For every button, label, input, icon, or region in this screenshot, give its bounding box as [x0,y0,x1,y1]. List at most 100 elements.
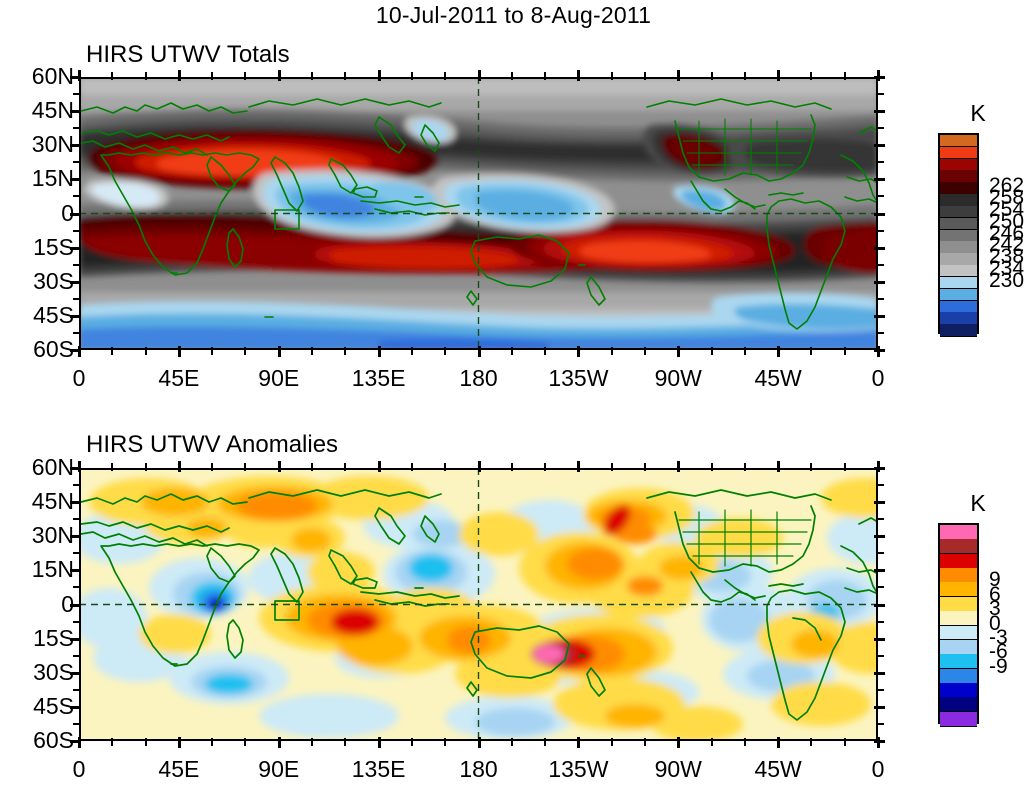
x-tick-anomalies-0 [78,737,81,748]
colorbar-swatch-totals-12 [940,276,977,290]
colorbar-swatch-totals-0 [940,135,977,148]
colorbar-swatch-totals-8 [940,229,977,242]
x-tick-top-anomalies-1 [177,461,181,472]
x-minor-tick-top-totals-1 [111,72,114,80]
y-minor-tick-totals-5 [73,161,81,164]
x-minor-tick-totals-8 [344,347,347,355]
colorbar-swatch-totals-5 [940,194,977,207]
x-minor-tick-top-totals-2 [144,72,147,80]
x-tick-label-totals-2: 90E [258,365,300,391]
y-tick-label-anomalies-0: 60N [31,454,74,480]
x-minor-tick-top-anomalies-2 [144,463,147,471]
y-minor-tick-right-anomalies-13 [876,688,884,691]
x-minor-tick-top-anomalies-7 [311,463,314,471]
x-tick-top-totals-4 [477,70,481,81]
colorbar-label-totals-2: 254 [989,197,1025,221]
y-minor-tick-right-totals-9 [876,229,884,232]
x-minor-tick-totals-22 [810,347,813,355]
x-minor-tick-anomalies-17 [643,738,646,746]
x-minor-tick-anomalies-8 [344,738,347,746]
x-minor-tick-totals-10 [410,347,413,355]
y-tick-right-totals-2 [874,110,885,114]
y-minor-tick-right-anomalies-11 [876,654,884,657]
colorbar-swatch-anomalies-13 [940,711,977,727]
x-minor-tick-top-totals-8 [344,72,347,80]
x-minor-tick-top-anomalies-13 [510,463,513,471]
y-minor-tick-totals-3 [73,127,81,130]
colorbar-label-anomalies-0: 9 [989,568,1001,592]
x-minor-tick-top-totals-23 [843,72,846,80]
x-tick-anomalies-8 [877,737,880,748]
colorbar-swatch-anomalies-12 [940,697,977,713]
x-tick-anomalies-1 [177,737,181,748]
y-minor-tick-anomalies-5 [73,552,81,555]
y-minor-tick-right-totals-7 [876,195,884,198]
colorbar-swatch-anomalies-8 [940,639,977,655]
y-minor-tick-anomalies-15 [73,722,81,725]
y-tick-label-totals-5: 15S [33,233,74,260]
x-minor-tick-top-totals-7 [311,72,314,80]
y-minor-tick-right-totals-3 [876,127,884,130]
x-minor-tick-anomalies-20 [743,738,746,746]
x-minor-tick-anomalies-13 [510,738,513,746]
colorbar-swatch-anomalies-10 [940,668,977,684]
panel-title-totals: HIRS UTWV Totals [86,41,290,68]
colorbar-swatch-anomalies-3 [940,568,977,584]
y-tick-label-totals-1: 45N [31,97,74,124]
x-minor-tick-anomalies-4 [211,738,214,746]
colorbar-swatch-totals-9 [940,241,977,254]
y-minor-tick-totals-13 [73,297,81,300]
y-tick-anomalies-2 [70,535,81,539]
x-tick-top-totals-0 [78,70,81,81]
x-tick-totals-5 [577,346,581,357]
y-tick-right-totals-4 [874,144,885,148]
y-tick-label-anomalies-6: 30S [33,658,74,685]
colorbar-swatch-anomalies-6 [940,611,977,627]
x-tick-label-totals-7: 45W [754,365,802,391]
x-tick-top-anomalies-7 [777,461,781,472]
y-tick-anomalies-0 [70,467,81,470]
y-tick-totals-2 [70,144,81,148]
y-minor-tick-right-totals-11 [876,263,884,266]
x-tick-label-anomalies-2: 90E [258,756,300,782]
y-tick-label-anomalies-7: 45S [33,692,74,719]
figure-title: 10-Jul-2011 to 8-Aug-2011 [375,2,652,28]
colorbar-swatch-anomalies-11 [940,682,977,698]
colorbar-label-totals-3: 250 [989,209,1025,233]
x-minor-tick-totals-16 [610,347,613,355]
x-minor-tick-anomalies-23 [843,738,846,746]
x-tick-totals-8 [877,346,880,357]
y-tick-totals-4 [70,212,81,216]
colorbar-swatch-totals-2 [940,158,977,172]
x-minor-tick-top-anomalies-4 [211,463,214,471]
y-minor-tick-right-anomalies-5 [876,552,884,555]
y-tick-label-totals-6: 30S [33,267,74,294]
colorbar-swatch-totals-14 [940,300,977,313]
x-tick-anomalies-5 [577,737,581,748]
x-minor-tick-top-anomalies-5 [244,463,247,471]
x-tick-label-anomalies-0: 0 [72,756,86,782]
x-tick-label-anomalies-4: 180 [459,756,498,782]
x-tick-label-anomalies-7: 45W [754,756,802,782]
colorbar-swatch-totals-15 [940,312,977,325]
x-minor-tick-top-totals-19 [710,72,713,80]
x-minor-tick-top-anomalies-10 [410,463,413,471]
colorbar-swatch-totals-1 [940,146,977,160]
y-tick-totals-7 [70,314,81,318]
x-minor-tick-top-anomalies-8 [344,463,347,471]
x-minor-tick-totals-11 [444,347,447,355]
y-minor-tick-totals-1 [73,93,81,96]
x-minor-tick-anomalies-16 [610,738,613,746]
x-minor-tick-totals-20 [743,347,746,355]
y-minor-tick-right-anomalies-9 [876,620,884,623]
x-tick-label-totals-8: 0 [871,365,885,391]
x-tick-totals-6 [677,346,681,357]
y-minor-tick-anomalies-13 [73,688,81,691]
colorbar-label-anomalies-2: 3 [989,597,1001,621]
x-tick-top-anomalies-2 [277,461,281,472]
y-minor-tick-right-totals-5 [876,161,884,164]
x-minor-tick-top-anomalies-17 [643,463,646,471]
x-minor-tick-anomalies-10 [410,738,413,746]
y-tick-anomalies-4 [70,603,81,607]
x-minor-tick-totals-17 [643,347,646,355]
